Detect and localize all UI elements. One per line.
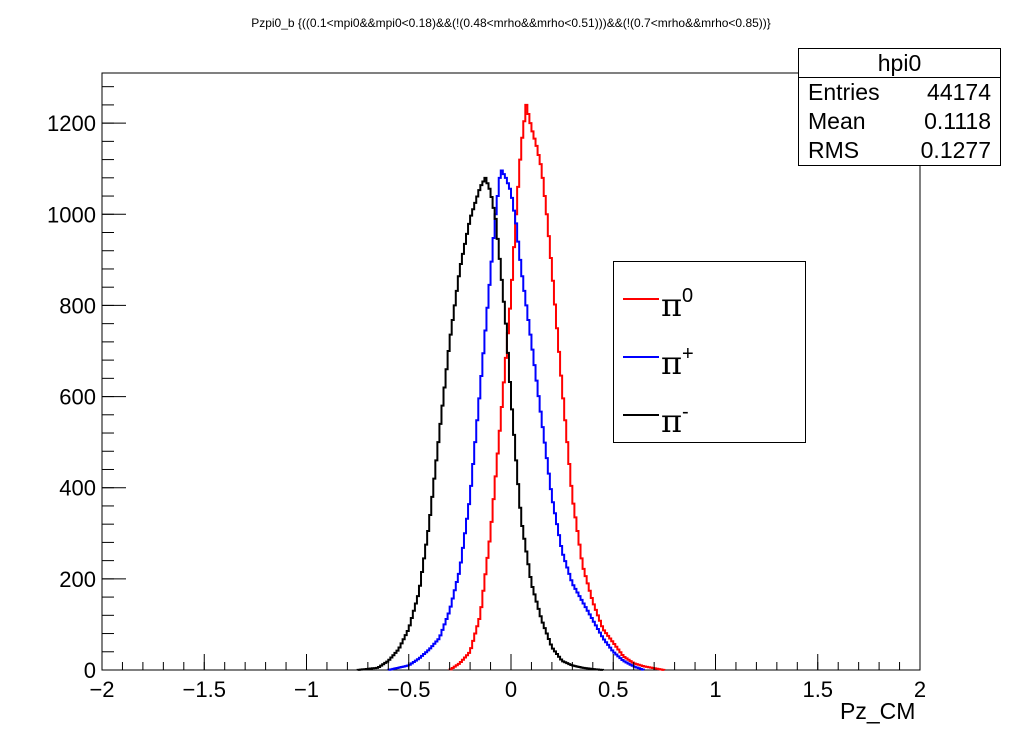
- y-tick-label: 1200: [47, 111, 96, 136]
- x-tick-label: −0.5: [387, 677, 430, 702]
- legend-label: π+: [661, 343, 694, 382]
- legend-swatch: [623, 414, 659, 416]
- stats-value: 44174: [927, 79, 991, 105]
- axis-layer: −2 −1.5 −1 −0.5 0 0.5 1 1.5 2 0 200 400 600 800 1000 12…: [47, 86, 926, 702]
- legend-swatch: [623, 298, 659, 300]
- legend-label: π0: [661, 285, 694, 324]
- x-tick-label: −2: [89, 677, 114, 702]
- series-: [356, 176, 605, 671]
- stats-value: 0.1118: [924, 108, 991, 134]
- y-tick-label: 200: [59, 567, 96, 592]
- stats-label: Entries: [808, 79, 880, 105]
- x-tick-label: −1.5: [183, 677, 226, 702]
- x-tick-label: 0: [505, 677, 517, 702]
- x-axis-title: Pz_CM: [840, 698, 916, 724]
- legend-entry-piplus: π+: [614, 334, 805, 382]
- legend-label: π-: [661, 401, 689, 440]
- x-tick-label: 1.5: [802, 677, 833, 702]
- x-tick-label: 1: [709, 677, 721, 702]
- legend-entry-pi0: π0: [614, 276, 805, 324]
- legend-swatch: [623, 356, 659, 358]
- series-layer: [356, 103, 666, 671]
- series-: [387, 169, 645, 671]
- legend: π0 π+ π-: [613, 261, 806, 443]
- x-tick-label: 2: [914, 677, 926, 702]
- x-tick-label: 0.5: [598, 677, 629, 702]
- y-tick-label: 400: [59, 476, 96, 501]
- series-0: [448, 103, 666, 671]
- legend-entry-piminus: π-: [614, 392, 805, 440]
- stats-value: 0.1277: [920, 137, 991, 163]
- stats-row-entries: Entries 44174: [799, 78, 1000, 107]
- x-tick-label: −1: [294, 677, 319, 702]
- stats-name: hpi0: [799, 49, 1000, 78]
- y-tick-label: 800: [59, 293, 96, 318]
- stats-label: Mean: [808, 108, 866, 134]
- y-tick-label: 600: [59, 385, 96, 410]
- chart-title: Pzpi0_b {((0.1<mpi0&&mpi0<0.18)&&(!(0.48…: [251, 16, 771, 30]
- stats-label: RMS: [808, 137, 860, 163]
- y-tick-label: 0: [84, 658, 96, 683]
- stats-box: hpi0 Entries 44174 Mean 0.1118 RMS 0.127…: [798, 48, 1001, 166]
- stats-row-rms: RMS 0.1277: [799, 136, 1000, 165]
- stats-row-mean: Mean 0.1118: [799, 107, 1000, 136]
- y-tick-label: 1000: [47, 202, 96, 227]
